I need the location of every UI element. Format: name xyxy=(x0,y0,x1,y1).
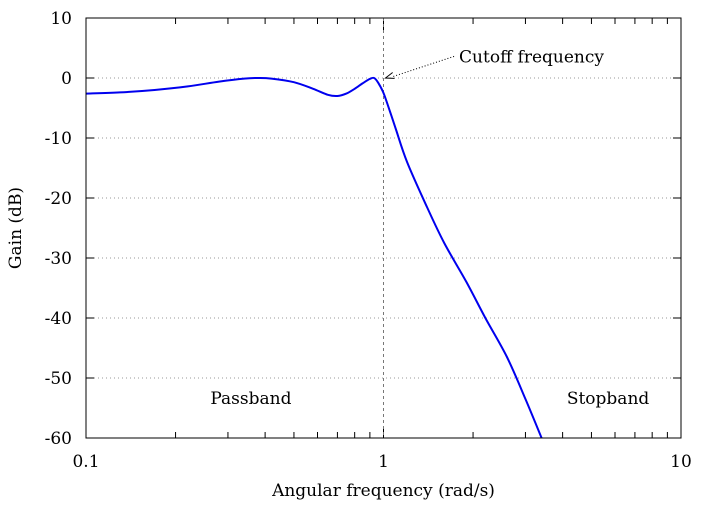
y-tick-label: -30 xyxy=(45,249,72,269)
passband-label: Passband xyxy=(210,389,291,409)
cutoff-frequency-label: Cutoff frequency xyxy=(459,47,604,67)
x-tick-label: 1 xyxy=(378,452,389,472)
x-tick-label: 0.1 xyxy=(72,452,99,472)
stopband-label: Stopband xyxy=(567,389,650,409)
y-tick-label: 10 xyxy=(50,9,72,29)
minor-ticks xyxy=(175,18,668,438)
y-tick-label: -40 xyxy=(45,309,72,329)
cutoff-annotation-arrowhead xyxy=(384,72,395,79)
x-tick-labels: 0.1 1 10 xyxy=(72,452,691,472)
plot-frame xyxy=(85,17,682,439)
y-tick-label: -20 xyxy=(45,189,72,209)
cutoff-annotation-arrow xyxy=(391,55,455,78)
x-axis-label: Angular frequency (rad/s) xyxy=(271,481,495,501)
y-axis-label: Gain (dB) xyxy=(6,187,26,269)
y-tick-labels: 10 0 -10 -20 -30 -40 -50 -60 xyxy=(45,9,72,449)
gain-curve xyxy=(85,76,543,439)
y-tick-label: -60 xyxy=(45,429,72,449)
y-tick-label: 0 xyxy=(61,69,72,89)
x-tick-label: 10 xyxy=(670,452,692,472)
y-tick-label: -50 xyxy=(45,369,72,389)
y-tick-label: -10 xyxy=(45,129,72,149)
